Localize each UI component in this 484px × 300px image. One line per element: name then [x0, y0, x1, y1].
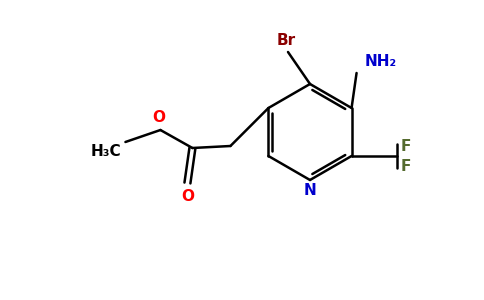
Text: NH₂: NH₂	[364, 54, 397, 69]
Text: Br: Br	[276, 33, 296, 48]
Text: H₃C: H₃C	[91, 144, 121, 159]
Text: O: O	[152, 110, 165, 125]
Text: N: N	[303, 183, 317, 198]
Text: O: O	[181, 189, 194, 204]
Text: F: F	[401, 139, 411, 154]
Text: F: F	[401, 158, 411, 173]
